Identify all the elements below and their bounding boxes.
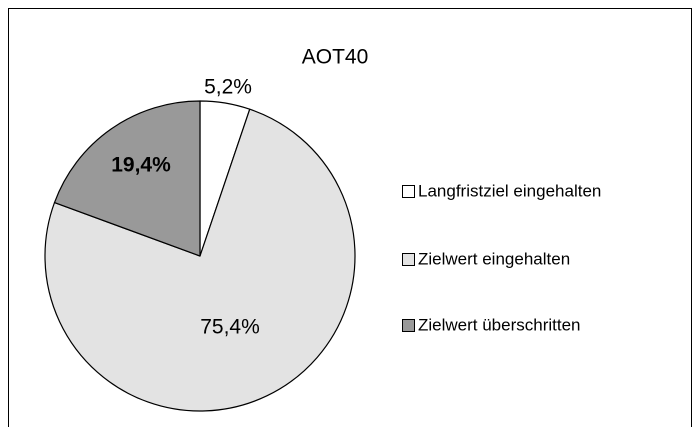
legend-label: Zielwert eingehalten	[418, 249, 570, 268]
legend-swatch	[402, 319, 415, 332]
pie-slice	[53, 100, 201, 257]
pie-slice	[44, 108, 356, 412]
legend-swatch	[402, 253, 415, 266]
chart-frame	[8, 8, 692, 427]
legend-label: Zielwert überschritten	[418, 315, 581, 334]
legend-label: Langfristziel eingehalten	[418, 181, 601, 200]
legend-swatch	[402, 185, 415, 198]
data-label: 19,4%	[111, 154, 171, 177]
data-label: 75,4%	[200, 316, 260, 339]
data-label: 5,2%	[204, 76, 252, 99]
chart-title: AOT40	[302, 46, 369, 69]
